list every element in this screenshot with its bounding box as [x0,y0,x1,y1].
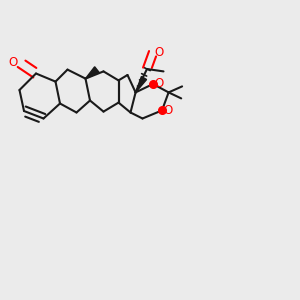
Polygon shape [136,76,147,92]
Polygon shape [85,67,99,79]
Text: O: O [154,46,164,59]
Text: O: O [164,104,173,118]
Text: O: O [9,56,18,69]
Text: O: O [154,77,164,90]
